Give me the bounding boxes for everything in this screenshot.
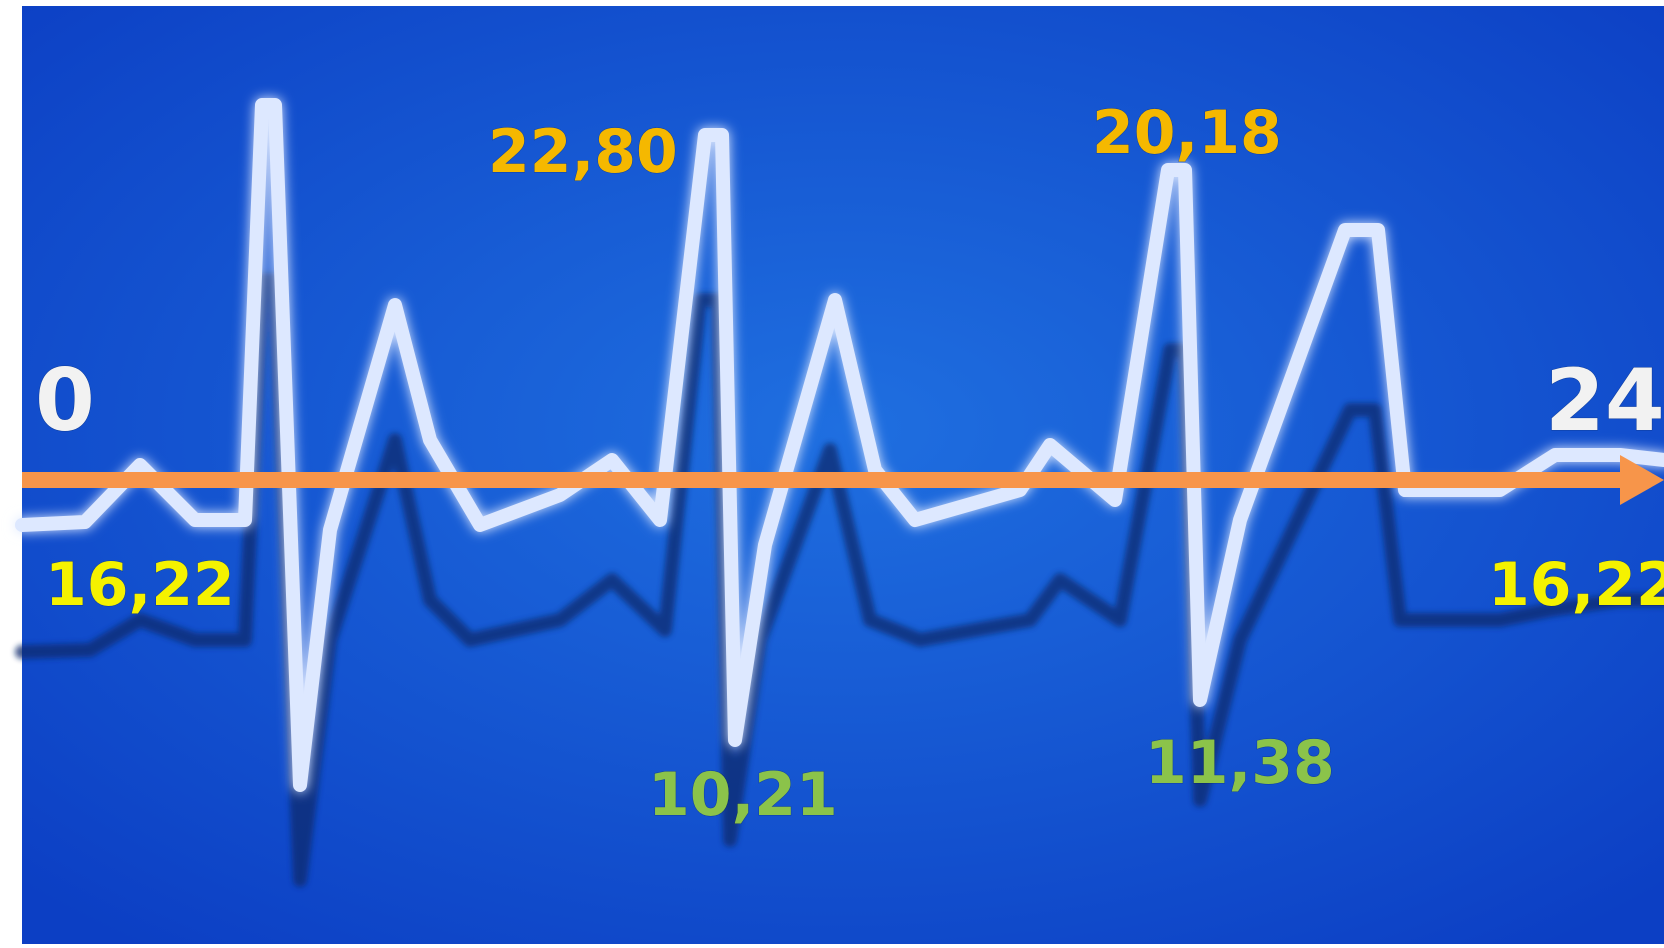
- axis-end-label: 24: [1545, 351, 1664, 451]
- peak-label: 20,18: [1092, 98, 1282, 168]
- peak-label: 22,80: [488, 117, 678, 187]
- axis-start-label: 0: [35, 351, 95, 451]
- trough-label: 10,21: [648, 760, 838, 830]
- ecg-wave: [15, 98, 1664, 792]
- time-axis-arrow-icon: [1620, 455, 1664, 505]
- baseline-start-label: 16,22: [45, 550, 235, 620]
- baseline-end-label: 16,22: [1488, 550, 1664, 620]
- trough-label: 11,38: [1145, 728, 1335, 798]
- ecg-wave-shadow: [15, 273, 1664, 887]
